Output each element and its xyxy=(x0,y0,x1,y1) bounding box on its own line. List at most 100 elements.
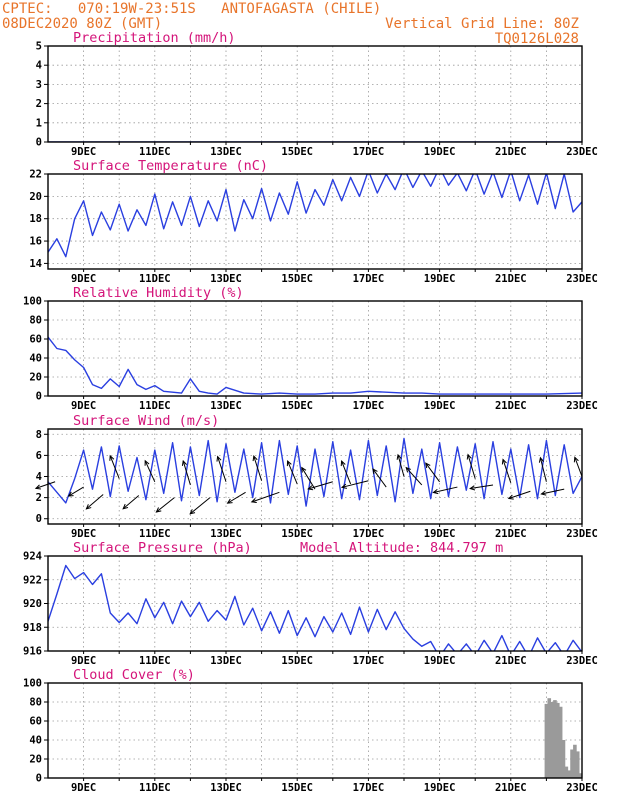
cloud-bar xyxy=(578,773,582,778)
y-tick-label: 40 xyxy=(29,735,42,747)
wind-arrow-shaft xyxy=(301,467,316,490)
series-line xyxy=(48,564,582,651)
wind-arrow-head xyxy=(469,485,476,491)
plot-area xyxy=(48,174,582,258)
wind-arrow-shaft xyxy=(251,491,280,503)
wind-arrow-head xyxy=(507,494,514,500)
y-tick-label: 100 xyxy=(23,678,42,690)
panel-5: 0 20 40 60 80 100 9DEC 11DEC 13DEC 15DEC 17DEC 19DE… xyxy=(23,667,598,794)
wind-arrow-head xyxy=(405,466,412,473)
x-tick-label: 11DEC xyxy=(139,655,171,667)
x-tick-label: 11DEC xyxy=(139,528,171,540)
wind-arrow-shaft xyxy=(35,481,56,489)
series-line xyxy=(48,336,582,395)
x-tick-label: 23DEC xyxy=(566,273,598,285)
panel-0: 0 1 2 3 4 5 9DEC 11DEC 13DEC 15DEC 17DEC 19DEC 21DEC… xyxy=(36,30,598,158)
header-grid-note: Vertical Grid Line: 80Z xyxy=(385,16,579,32)
panel-title: Precipitation (mm/h) xyxy=(73,30,236,46)
wind-arrow-head xyxy=(573,456,579,463)
wind-arrow-head xyxy=(34,484,41,490)
cloud-bar xyxy=(561,740,566,778)
wind-arrow-head xyxy=(432,488,439,495)
y-tick-label: 1 xyxy=(36,117,42,129)
panel-2: 0 20 40 60 80 100 9DEC 11DEC 13DEC 15DEC 17DEC 19DE… xyxy=(23,285,598,412)
y-tick-label: 20 xyxy=(29,372,42,384)
y-tick-label: 916 xyxy=(23,646,42,658)
x-tick-label: 11DEC xyxy=(139,273,171,285)
panel-1: 14 16 18 20 22 9DEC 11DEC 13DEC 15DEC 17DEC 19DEC 2… xyxy=(29,158,597,285)
y-tick-label: 3 xyxy=(36,79,42,91)
x-tick-label: 23DEC xyxy=(566,400,598,412)
cloud-bar xyxy=(564,766,569,778)
x-tick-label: 9DEC xyxy=(71,273,96,285)
wind-arrow-shaft xyxy=(574,457,583,477)
x-tick-label: 21DEC xyxy=(495,273,527,285)
wind-arrow-head xyxy=(122,503,129,510)
wind-arrow-head xyxy=(67,491,74,497)
cloud-bar xyxy=(550,702,554,778)
y-tick-label: 100 xyxy=(23,296,42,308)
x-tick-label: 17DEC xyxy=(353,655,385,667)
x-tick-label: 15DEC xyxy=(281,655,313,667)
wind-arrow-head xyxy=(252,455,258,462)
wind-arrow-shaft xyxy=(397,454,405,477)
wind-arrow-head xyxy=(85,504,92,510)
x-tick-label: 9DEC xyxy=(71,528,96,540)
header-run-date: 08DEC2020 80Z (GMT) xyxy=(2,16,162,32)
wind-arrow-head xyxy=(286,460,292,467)
x-tick-label: 17DEC xyxy=(353,782,385,794)
wind-arrow-shaft xyxy=(86,494,104,510)
y-tick-label: 6 xyxy=(36,450,42,462)
y-tick-label: 20 xyxy=(29,191,42,203)
wind-arrow-head xyxy=(189,509,196,515)
x-tick-label: 21DEC xyxy=(495,400,527,412)
panel-frame xyxy=(47,173,583,270)
x-tick-label: 19DEC xyxy=(424,400,456,412)
cloud-bar xyxy=(558,706,563,778)
y-tick-label: 4 xyxy=(36,471,42,483)
wind-arrow-shaft xyxy=(433,486,458,493)
wind-arrow-shaft xyxy=(189,497,211,515)
y-tick-label: 2 xyxy=(36,98,42,110)
y-tick-label: 0 xyxy=(36,513,42,525)
plot-area xyxy=(544,698,582,778)
x-tick-label: 19DEC xyxy=(424,528,456,540)
header-code: TQ0126L028 xyxy=(495,31,579,47)
wind-arrow-shaft xyxy=(156,497,175,513)
x-tick-label: 21DEC xyxy=(495,528,527,540)
x-tick-label: 11DEC xyxy=(139,400,171,412)
y-tick-label: 8 xyxy=(36,429,42,441)
wind-arrow-head xyxy=(307,485,314,491)
wind-arrow-head xyxy=(501,458,507,465)
panel-4: 916 918 920 922 924 9DEC 11DEC 13DEC 15DEC 17DEC 1… xyxy=(23,540,598,667)
x-tick-label: 13DEC xyxy=(210,273,242,285)
cloud-bar xyxy=(567,770,571,778)
wind-arrow-head xyxy=(396,453,402,460)
x-tick-label: 15DEC xyxy=(281,528,313,540)
y-tick-label: 0 xyxy=(36,137,42,149)
wind-arrow-shaft xyxy=(144,460,156,482)
x-tick-label: 19DEC xyxy=(424,782,456,794)
series-line xyxy=(48,174,582,258)
plot-area xyxy=(48,437,582,507)
y-tick-label: 0 xyxy=(36,773,42,785)
wind-arrow-head xyxy=(340,483,347,489)
wind-arrow-shaft xyxy=(502,459,512,483)
cloud-bar xyxy=(570,749,574,778)
y-tick-label: 60 xyxy=(29,334,42,346)
y-tick-label: 0 xyxy=(36,391,42,403)
cloud-bar xyxy=(555,702,560,778)
x-tick-label: 13DEC xyxy=(210,146,242,158)
x-tick-label: 13DEC xyxy=(210,655,242,667)
x-tick-label: 15DEC xyxy=(281,400,313,412)
chart-panels: 0 1 2 3 4 5 9DEC 11DEC 13DEC 15DEC 17DEC 19DEC 21DEC… xyxy=(23,30,598,794)
x-tick-label: 13DEC xyxy=(210,400,242,412)
x-tick-label: 21DEC xyxy=(495,782,527,794)
wind-arrow-head xyxy=(226,498,233,504)
panel-title: Surface Temperature (nC) xyxy=(73,158,268,174)
x-tick-label: 23DEC xyxy=(566,655,598,667)
wind-arrow-head xyxy=(340,460,346,467)
wind-arrow-head xyxy=(144,459,150,466)
wind-arrow-shaft xyxy=(109,455,120,479)
x-tick-label: 9DEC xyxy=(71,400,96,412)
